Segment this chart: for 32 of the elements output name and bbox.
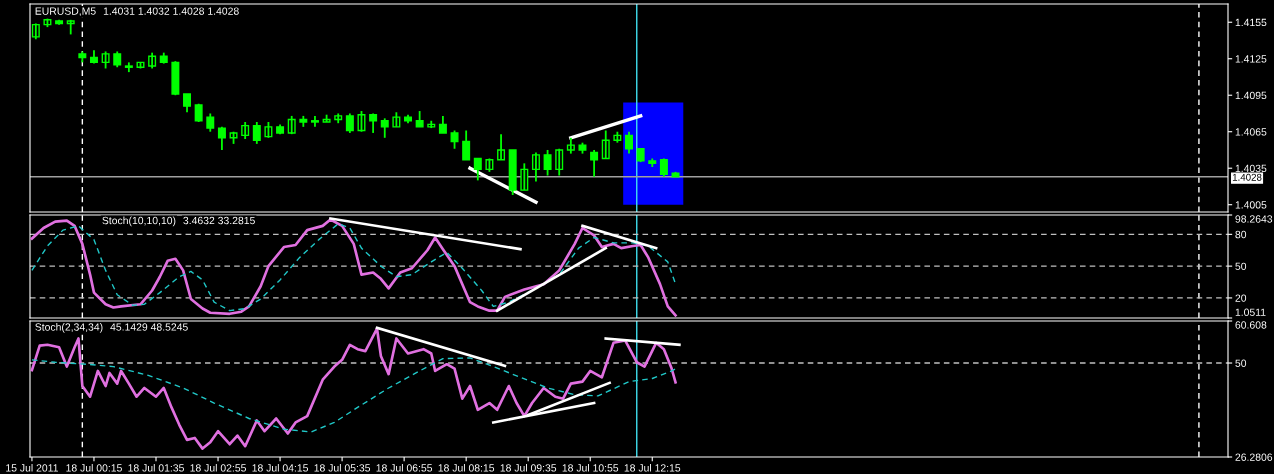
category-label: 18 Jul 09:35 [500, 463, 557, 472]
y-tick-label: 1.4035 [1235, 164, 1267, 173]
y-tick-label: 80 [1235, 230, 1247, 239]
y-tick-label: 26.2806 [1235, 453, 1273, 461]
y-tick-label: 60.608 [1235, 321, 1267, 329]
y-tick-label: 20 [1235, 294, 1247, 302]
y-tick-label: 1.0511 [1235, 308, 1266, 316]
chart-title: Stoch(10,10,10) [102, 216, 176, 227]
category-label: 18 Jul 04:15 [252, 463, 309, 472]
category-label: 18 Jul 10:55 [562, 463, 619, 472]
chart-subtitle: 3.4632 33.2815 [183, 216, 255, 225]
y-tick-label: 98.2643 [1235, 215, 1273, 223]
y-tick-label: 1.4065 [1235, 128, 1267, 136]
chart-subtitle: 1.4031 1.4032 1.4028 1.4028 [103, 7, 239, 15]
category-label: 18 Jul 06:55 [376, 463, 433, 472]
category-label: 18 Jul 12:15 [624, 463, 681, 472]
chart-title: Stoch(2,34,34) [35, 323, 103, 333]
chart-subtitle: 45.1429 48.5245 [110, 323, 188, 331]
y-tick-label: 1.4095 [1235, 91, 1267, 100]
category-label: 18 Jul 05:35 [314, 463, 371, 472]
category-label: 15 Jul 2011 [6, 463, 58, 472]
category-label: 18 Jul 00:15 [66, 463, 122, 472]
y-tick-label: 50 [1235, 359, 1247, 367]
category-label: 18 Jul 01:35 [128, 463, 184, 472]
y-tick-label: 1.4155 [1235, 18, 1267, 27]
y-tick-label: 1.4125 [1235, 55, 1267, 63]
category-label: 18 Jul 02:55 [190, 463, 246, 472]
category-label: 18 Jul 08:15 [438, 463, 495, 472]
chart-title: EURUSD,M5 [35, 7, 96, 16]
ref-line-label: 1.4028 [1232, 173, 1262, 181]
y-tick-label: 50 [1235, 262, 1247, 271]
y-tick-label: 1.4005 [1235, 201, 1267, 209]
